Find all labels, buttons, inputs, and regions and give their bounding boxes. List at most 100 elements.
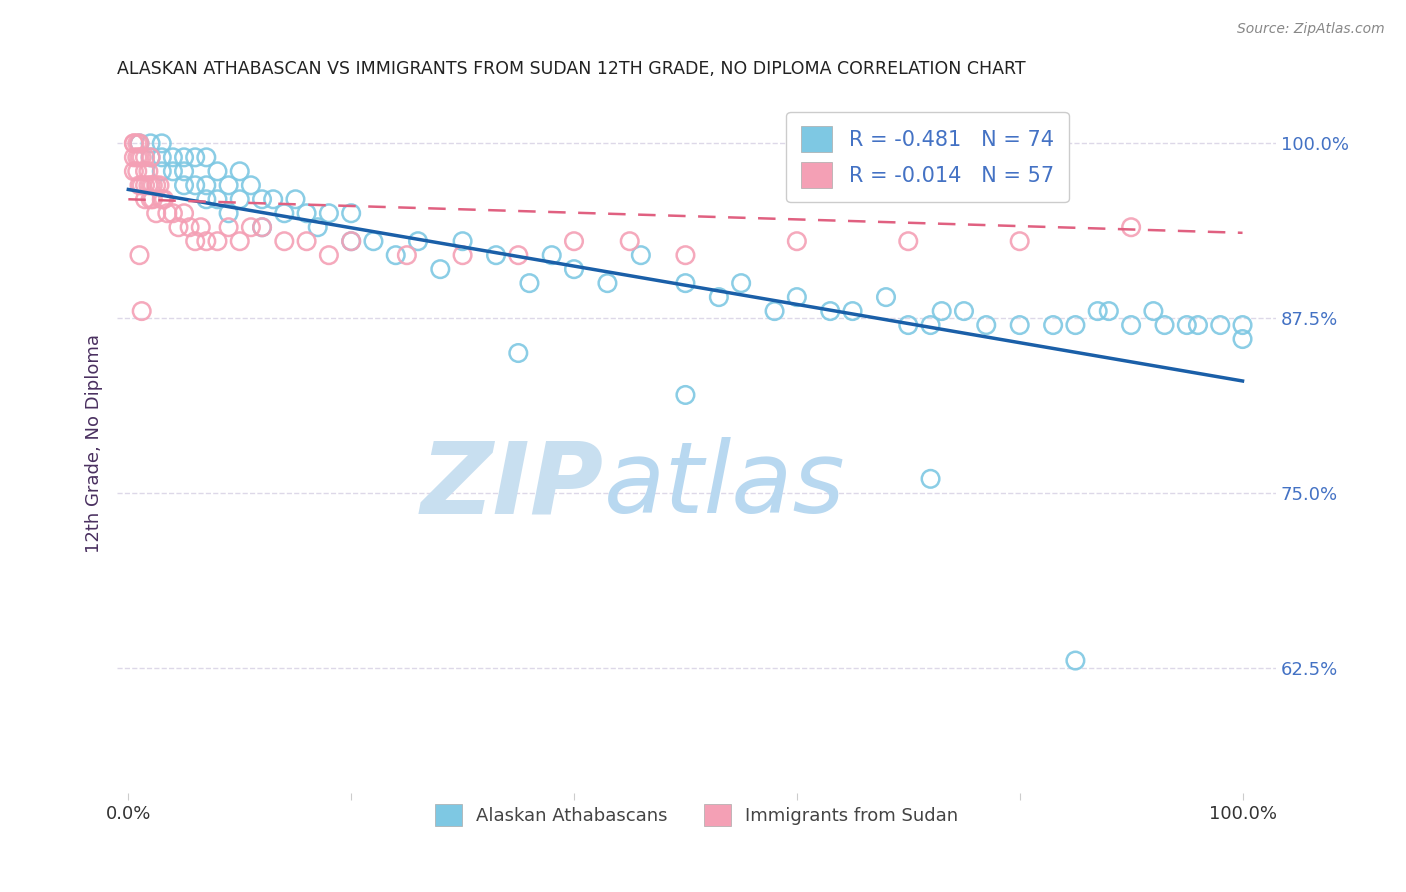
Point (931, 304, 953, 318)
Point (134, 150, 156, 164)
Point (229, 192, 252, 206)
Point (128, 178, 150, 193)
Point (451, 248, 474, 262)
Point (127, 150, 149, 164)
Point (786, 290, 808, 304)
Point (897, 234, 920, 248)
Point (273, 234, 295, 248)
Point (218, 178, 240, 193)
Point (122, 136, 145, 151)
Point (134, 178, 156, 193)
Point (138, 164, 160, 178)
Point (162, 150, 184, 164)
Point (1087, 304, 1109, 318)
Point (508, 346, 530, 360)
Point (207, 192, 229, 206)
Point (1098, 304, 1121, 318)
Text: Source: ZipAtlas.com: Source: ZipAtlas.com (1237, 22, 1385, 37)
Point (630, 248, 652, 262)
Point (150, 150, 173, 164)
Point (295, 206, 318, 220)
Point (1232, 332, 1254, 346)
Point (131, 304, 153, 318)
Point (162, 164, 184, 178)
Point (562, 262, 585, 277)
Point (207, 234, 229, 248)
Point (173, 164, 195, 178)
Point (122, 150, 145, 164)
Point (384, 248, 406, 262)
Point (363, 234, 385, 248)
Point (1008, 234, 1031, 248)
Point (218, 220, 240, 235)
Point (184, 178, 207, 193)
Point (562, 234, 585, 248)
Point (127, 164, 149, 178)
Point (1142, 304, 1164, 318)
Point (145, 178, 167, 193)
Point (128, 248, 150, 262)
Point (763, 304, 786, 318)
Point (1153, 318, 1175, 332)
Text: atlas: atlas (603, 437, 845, 534)
Point (508, 248, 530, 262)
Point (156, 206, 179, 220)
Point (239, 220, 262, 235)
Point (1042, 318, 1064, 332)
Point (195, 234, 218, 248)
Point (195, 192, 218, 206)
Point (239, 178, 262, 193)
Point (920, 318, 942, 332)
Point (138, 178, 160, 193)
Point (139, 150, 162, 164)
Point (1119, 220, 1142, 235)
Point (162, 206, 184, 220)
Point (127, 136, 149, 151)
Y-axis label: 12th Grade, No Diploma: 12th Grade, No Diploma (86, 334, 103, 553)
Point (406, 234, 429, 248)
Point (190, 220, 212, 235)
Point (284, 192, 307, 206)
Point (229, 234, 252, 248)
Point (229, 164, 252, 178)
Point (707, 290, 730, 304)
Point (173, 206, 195, 220)
Point (184, 234, 207, 248)
Point (150, 136, 173, 151)
Point (142, 178, 165, 193)
Point (675, 276, 697, 290)
Point (250, 220, 273, 235)
Point (131, 178, 153, 193)
Point (307, 220, 329, 235)
Point (128, 150, 150, 164)
Point (128, 136, 150, 151)
Point (1209, 318, 1232, 332)
Point (295, 234, 318, 248)
Point (139, 192, 162, 206)
Point (250, 220, 273, 235)
Text: ALASKAN ATHABASCAN VS IMMIGRANTS FROM SUDAN 12TH GRADE, NO DIPLOMA CORRELATION C: ALASKAN ATHABASCAN VS IMMIGRANTS FROM SU… (117, 60, 1026, 78)
Point (675, 248, 697, 262)
Point (675, 388, 697, 402)
Point (122, 164, 145, 178)
Point (128, 136, 150, 151)
Point (820, 304, 842, 318)
Point (974, 318, 997, 332)
Point (1175, 318, 1198, 332)
Point (148, 178, 170, 193)
Point (841, 304, 863, 318)
Point (153, 192, 176, 206)
Point (184, 150, 207, 164)
Point (173, 150, 195, 164)
Point (318, 248, 340, 262)
Point (142, 192, 165, 206)
Point (139, 178, 162, 193)
Point (920, 472, 942, 486)
Point (786, 234, 808, 248)
Point (195, 150, 218, 164)
Point (273, 206, 295, 220)
Point (730, 276, 752, 290)
Point (340, 234, 363, 248)
Point (150, 164, 173, 178)
Point (150, 192, 173, 206)
